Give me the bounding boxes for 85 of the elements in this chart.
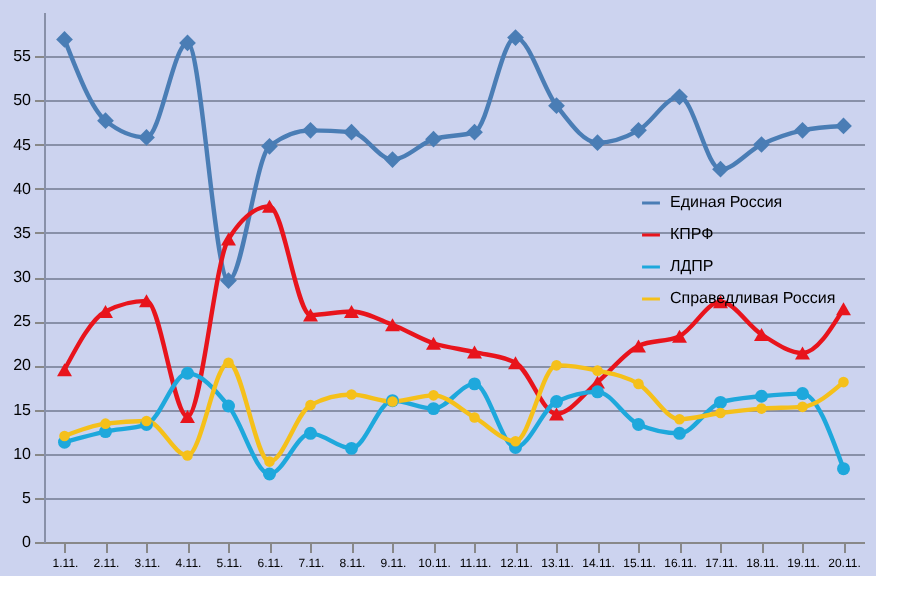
point <box>837 462 850 476</box>
point <box>756 403 767 414</box>
point <box>97 112 114 130</box>
point <box>755 389 768 403</box>
point <box>797 401 808 413</box>
point <box>261 137 278 155</box>
point <box>138 129 155 146</box>
legend-label: Единая Россия <box>670 193 783 211</box>
point <box>469 412 480 423</box>
point <box>302 122 319 139</box>
point <box>304 426 317 440</box>
point <box>181 366 194 380</box>
point <box>550 395 563 409</box>
point <box>795 346 810 360</box>
y-tick-label: 10 <box>13 444 33 463</box>
point <box>592 365 603 376</box>
point <box>551 360 562 371</box>
point <box>428 390 439 401</box>
point <box>589 134 606 152</box>
point <box>672 329 687 343</box>
point <box>796 387 809 401</box>
point <box>139 294 154 308</box>
point <box>591 385 604 399</box>
point <box>674 413 685 425</box>
y-tick-label: 55 <box>13 47 33 66</box>
point <box>426 336 441 350</box>
point <box>384 151 401 168</box>
point <box>549 407 564 421</box>
point <box>632 418 645 431</box>
point <box>630 122 647 139</box>
y-tick-label: 45 <box>13 135 33 154</box>
point <box>466 123 483 141</box>
point <box>671 88 688 106</box>
point <box>221 232 236 246</box>
point <box>838 376 849 388</box>
point <box>507 29 524 46</box>
point <box>633 378 644 390</box>
point <box>223 357 234 368</box>
point <box>467 345 482 359</box>
point <box>835 117 852 135</box>
y-tick-label: 25 <box>13 312 33 331</box>
point <box>753 136 770 153</box>
point <box>222 399 235 413</box>
y-tick-label: 30 <box>13 268 33 286</box>
point <box>344 304 359 318</box>
point <box>714 395 727 409</box>
point <box>510 436 521 447</box>
point <box>385 318 400 332</box>
point <box>468 377 481 391</box>
point <box>264 456 275 467</box>
point <box>836 302 851 316</box>
point <box>712 160 729 178</box>
y-tick-label: 35 <box>13 223 33 242</box>
point <box>427 402 440 416</box>
point <box>57 363 72 377</box>
y-tick-label: 5 <box>22 488 33 507</box>
point <box>182 450 193 461</box>
y-tick-label: 15 <box>13 400 33 419</box>
point <box>425 130 442 148</box>
legend-label: ЛДПР <box>670 257 714 275</box>
point <box>100 418 111 429</box>
point <box>346 389 357 400</box>
point <box>303 308 318 322</box>
y-tick-label: 50 <box>13 91 33 110</box>
point <box>548 97 565 114</box>
legend-label: КПРФ <box>670 225 714 243</box>
y-tick-label: 40 <box>13 179 33 198</box>
point <box>263 467 276 481</box>
point <box>59 430 70 442</box>
point <box>754 327 769 341</box>
point <box>56 31 73 48</box>
point <box>220 272 237 289</box>
point <box>305 399 316 411</box>
legend-label: Справедливая Россия <box>670 289 836 307</box>
point <box>179 34 196 52</box>
point <box>715 407 726 419</box>
point <box>180 410 195 424</box>
point <box>345 441 358 455</box>
y-tick-label: 0 <box>22 533 33 551</box>
point <box>794 122 811 139</box>
point <box>631 339 646 353</box>
y-tick-label: 20 <box>13 356 33 375</box>
point <box>673 426 686 440</box>
point <box>98 304 113 318</box>
point <box>343 123 360 141</box>
